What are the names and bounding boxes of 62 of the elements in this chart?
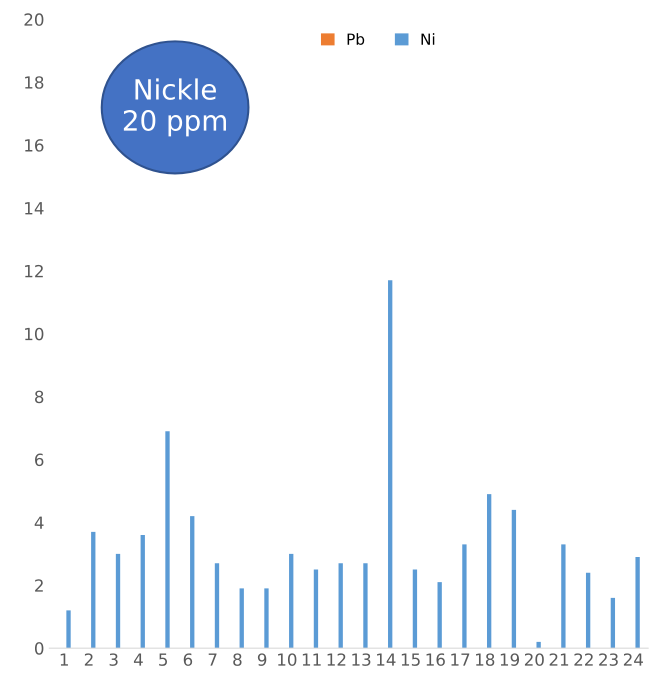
bar [536,642,541,648]
bar [486,494,492,648]
x-tick-label: 8 [233,653,242,666]
x-tick-label: 20 [524,653,544,666]
bar [165,431,170,648]
bar [561,544,566,648]
legend-label: Pb [348,33,364,45]
x-tick-label: 11 [302,654,321,666]
legend-label: Ni [422,33,434,45]
x-tick-label: 6 [184,653,192,666]
x-tick-label: 4 [134,654,143,666]
bar [140,534,145,648]
x-tick-label: 9 [258,653,266,666]
bar [412,570,418,648]
x-tick-label: 23 [599,653,618,666]
bar [116,554,120,648]
y-tick-label: 16 [25,139,44,152]
x-tick-label: 10 [278,653,296,666]
y-tick-label: 0 [34,642,44,655]
x-tick-label: 17 [451,654,470,666]
y-tick-label: 8 [35,390,44,404]
bar [438,582,442,648]
annotation: Nickle 20 ppm [124,78,226,136]
bar [240,588,244,648]
x-tick-label: 15 [402,654,420,666]
x-tick-label: 16 [426,653,445,666]
x-tick-label: 5 [159,654,168,666]
bar [512,510,516,648]
x-tick-label: 19 [500,653,519,666]
y-tick-label: 12 [25,264,43,278]
y-tick-label: 14 [25,202,44,214]
bar [363,563,368,648]
y-tick-label: 4 [34,516,44,529]
y-tick-label: 10 [25,328,44,340]
bar [289,554,294,648]
x-tick-label: 1 [60,654,68,666]
x-tick-label: 13 [352,653,370,666]
bar [338,563,343,648]
y-tick-label: 20 [24,13,44,26]
y-tick-label: 6 [35,453,44,466]
bar [462,544,467,648]
y-tick-label: 2 [35,579,43,592]
bar [610,598,616,648]
x-tick-label: 2 [84,653,93,666]
x-tick-label: 22 [574,653,593,666]
x-tick-label: 21 [550,653,568,666]
bar [91,532,96,648]
bar [388,280,392,648]
y-tick-label: 18 [25,76,44,89]
x-tick-label: 12 [328,653,346,666]
x-tick-label: 18 [476,653,494,666]
bar [635,556,640,648]
bar [214,563,220,648]
bar [314,570,318,648]
bar [190,516,194,648]
bar [66,610,71,648]
x-tick-label: 14 [377,654,396,666]
bar [586,572,590,648]
x-tick-label: 3 [110,653,118,666]
x-tick-label: 24 [624,653,643,666]
x-tick-label: 7 [208,654,217,666]
bar [264,588,269,648]
